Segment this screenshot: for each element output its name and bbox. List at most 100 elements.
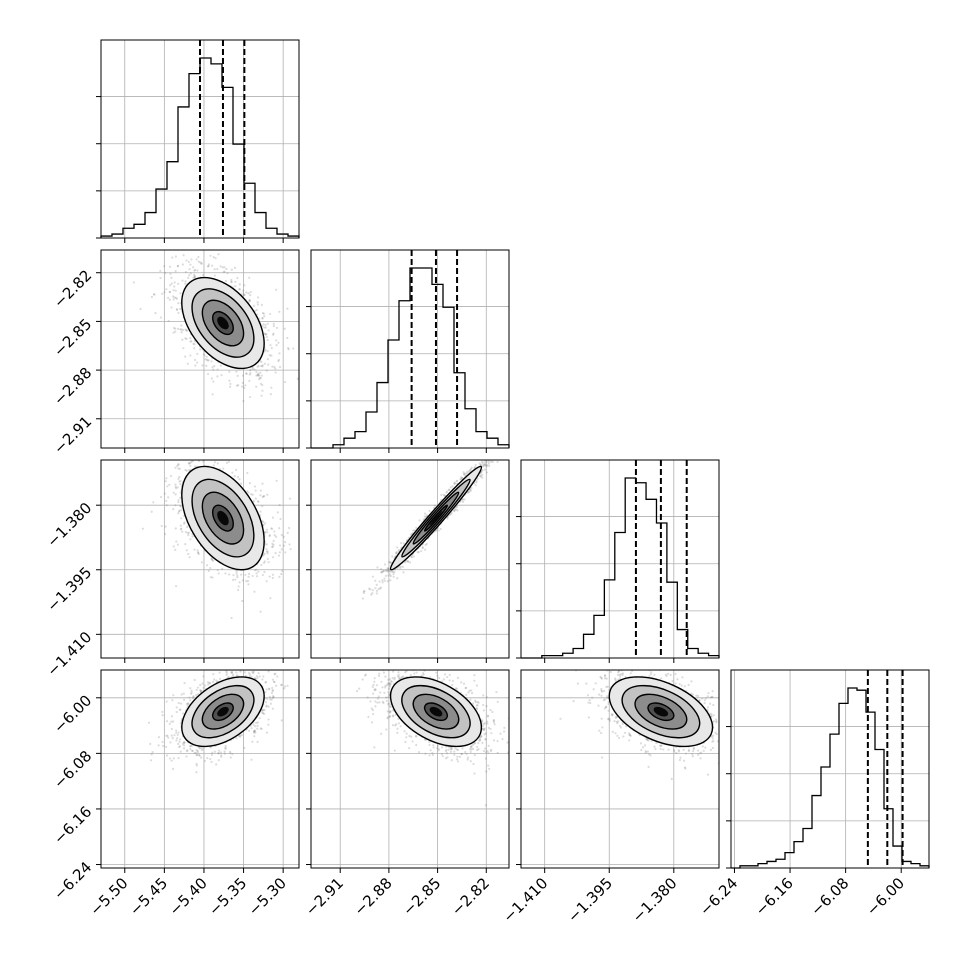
scatter-point [449,513,452,516]
scatter-point [223,750,226,753]
scatter-point [431,660,433,662]
contour-line [181,676,265,748]
scatter-point [486,720,489,723]
scatter-point [186,445,188,447]
scatter-point [605,677,608,680]
scatter-point [264,680,268,684]
scatter-point [547,387,549,389]
scatter-point [165,754,169,757]
scatter-point [671,680,674,683]
scatter-point [486,715,490,718]
scatter-point [255,308,259,311]
scatter-point [378,672,381,675]
scatter-point [196,749,199,753]
scatter-point [165,288,168,291]
scatter-point [246,580,250,583]
scatter-point [251,574,254,578]
scatter-point [397,722,401,725]
scatter-point [605,685,608,689]
tick-label-x: −2.91 [302,874,347,919]
scatter-point [458,755,462,758]
contour-line [201,491,245,545]
scatter-point [164,480,167,483]
scatter-point [264,333,267,336]
scatter-point [216,268,219,271]
scatter-point [193,347,196,350]
tick-label-x: −6.24 [696,874,741,919]
scatter-point [470,692,474,695]
scatter-point [401,675,405,678]
scatter-point [254,489,257,492]
scatter-point [224,572,227,575]
scatter-point [478,738,481,741]
scatter-point [223,752,226,755]
scatter-point [629,734,632,737]
scatter-point [212,672,215,676]
scatter-point [679,662,681,664]
scatter-point [272,332,275,335]
scatter-point [274,552,277,555]
scatter-point [245,580,248,583]
scatter-point [613,719,616,723]
scatter-point [222,270,225,274]
scatter-point [395,552,398,555]
scatter-point [179,750,182,753]
scatter-point [161,442,163,444]
scatter-point [723,726,725,728]
scatter-point [231,578,235,581]
scatter-point [263,560,266,563]
scatter-point [192,239,194,241]
contour-line [211,504,234,532]
scatter-point [213,274,216,277]
scatter-point [616,655,618,657]
scatter-point [485,465,488,468]
scatter-point [243,386,246,389]
scatter-point [159,450,161,452]
scatter-point [168,757,172,760]
scatter-point [682,748,685,751]
scatter-point [179,292,182,295]
scatter-point [270,386,273,389]
scatter-point [461,476,464,480]
scatter-point [389,714,392,718]
scatter-point [176,327,180,331]
scatter-point [447,488,450,491]
scatter-point [678,758,682,762]
scatter-point [175,710,178,714]
scatter-point [231,660,233,662]
scatter-point [454,687,458,690]
scatter-point [392,670,395,673]
scatter-point [626,658,628,660]
scatter-point [193,343,196,346]
scatter-point [420,674,423,677]
scatter-point [613,666,615,668]
scatter-point [265,543,268,546]
scatter-point [230,281,233,284]
scatter-point [191,455,193,457]
scatter-point [410,555,413,559]
scatter-point [415,526,418,530]
scatter-point [256,740,259,743]
scatter-point [273,365,276,369]
scatter-point [379,567,383,571]
scatter-point [264,531,267,534]
density-peak [217,706,229,717]
tick-label-y: −1.380 [43,499,95,551]
scatter-point [484,454,486,456]
scatter-point [192,695,195,699]
scatter-point [167,319,170,323]
scatter-point [269,312,272,316]
scatter-point [188,556,191,559]
scatter-point [577,662,579,664]
scatter-point [641,746,645,749]
scatter-point [205,358,208,361]
contour-line [389,676,483,748]
scatter-point [272,325,275,328]
scatter-point [182,436,184,438]
scatter-point [199,456,201,458]
scatter-point [194,364,197,367]
scatter-point [197,460,201,463]
scatter-point [174,296,177,299]
scatter-point [399,565,402,568]
scatter-point [381,579,384,582]
